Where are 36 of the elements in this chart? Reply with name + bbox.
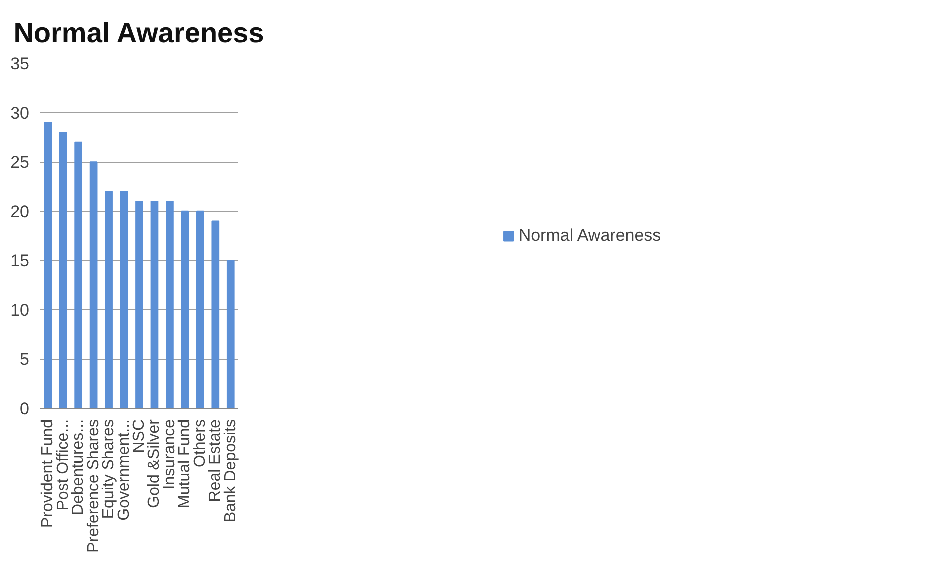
bar (150, 201, 159, 408)
x-tick-label: Real Estate (207, 419, 224, 502)
bar (136, 201, 144, 408)
x-tick-label: Post Office... (54, 420, 72, 511)
x-tick-label: Provident Fund (40, 419, 57, 528)
x-tick-label: Preference Shares (85, 420, 102, 553)
bar (90, 162, 98, 408)
bar (105, 191, 113, 408)
legend-label: Normal Awareness (518, 226, 662, 246)
bar (166, 201, 174, 408)
y-tick-label: 30 (10, 104, 30, 123)
bar (120, 191, 128, 408)
bar (59, 132, 68, 408)
y-tick-label: 15 (10, 252, 30, 271)
y-tick-label: 0 (20, 400, 30, 418)
bar (226, 260, 235, 408)
bar (44, 122, 52, 408)
x-tick-label: Others (192, 420, 209, 468)
bar (196, 210, 204, 408)
x-tick-label: Insurance (161, 419, 178, 490)
bar (181, 210, 190, 408)
x-tick-label: Equity Shares (100, 420, 118, 520)
x-tick-label: Bank Deposits (222, 419, 240, 523)
y-tick-label: 10 (10, 300, 30, 320)
y-tick-label: 20 (10, 202, 30, 222)
bar (212, 220, 220, 408)
x-tick-label: Gold &Silver (146, 418, 164, 508)
x-tick-label: NSC (131, 420, 148, 454)
y-tick-label: 35 (10, 54, 30, 74)
x-tick-label: Debentures... (70, 419, 88, 516)
y-tick-label: 25 (10, 153, 30, 172)
bar (74, 142, 83, 408)
y-tick-label: 5 (20, 350, 30, 370)
x-tick-label: Government... (116, 420, 133, 521)
chart-title: Normal Awareness (14, 18, 264, 48)
x-tick-label: Mutual Fund (176, 420, 194, 508)
